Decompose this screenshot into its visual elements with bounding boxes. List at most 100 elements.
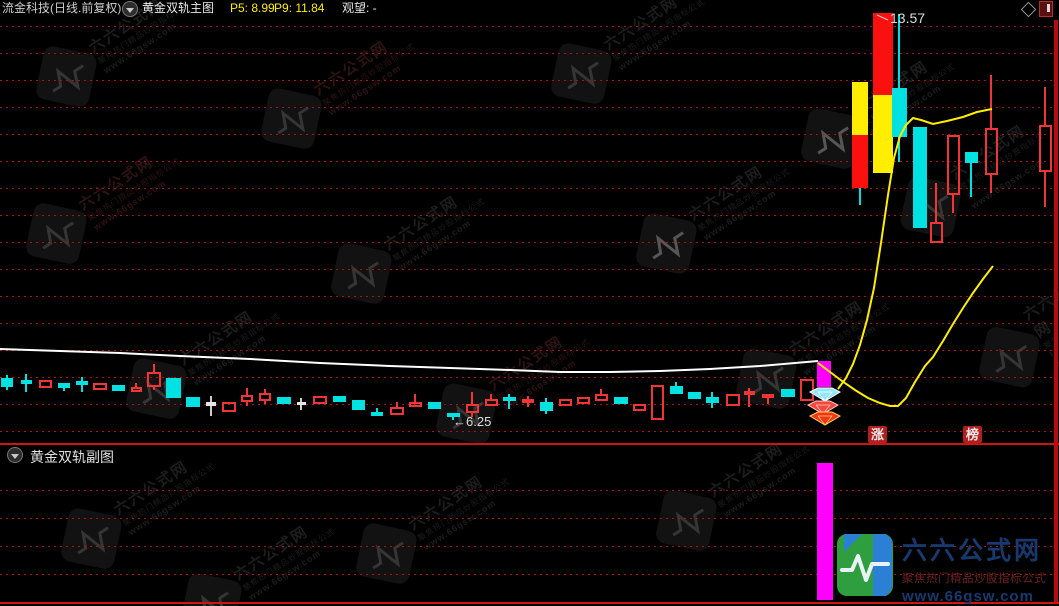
panel-icon-slot bbox=[1047, 4, 1050, 12]
candle bbox=[131, 387, 142, 392]
candle bbox=[371, 412, 383, 416]
candle bbox=[873, 95, 893, 173]
candle-wick bbox=[490, 394, 492, 399]
candle bbox=[222, 402, 236, 412]
gem-facet bbox=[817, 391, 833, 402]
gridline bbox=[0, 215, 1054, 216]
candle-wick bbox=[264, 389, 266, 393]
candle bbox=[873, 13, 893, 95]
candle bbox=[503, 397, 516, 401]
high-price-label: 13.57 bbox=[890, 10, 926, 26]
right-border-line bbox=[1054, 20, 1058, 602]
candle-wick bbox=[396, 402, 398, 407]
candle-wick bbox=[952, 195, 954, 213]
watermark-logo-icon bbox=[977, 325, 1042, 390]
candle bbox=[313, 396, 327, 404]
candle-wick bbox=[264, 401, 266, 404]
seal-stamp: 榜 bbox=[963, 426, 982, 443]
gridline bbox=[0, 53, 1054, 54]
watermark-logo-icon bbox=[549, 41, 614, 106]
candle-wick bbox=[6, 375, 8, 378]
candle bbox=[762, 394, 774, 398]
diamond-tool-icon[interactable] bbox=[1020, 1, 1037, 18]
chevron-down-icon bbox=[11, 453, 19, 459]
candle bbox=[186, 397, 200, 407]
candle-wick bbox=[210, 406, 212, 416]
seal-stamp: 涨 bbox=[868, 426, 887, 443]
candle-wick bbox=[6, 387, 8, 390]
gridline bbox=[0, 518, 1054, 519]
candle bbox=[651, 385, 664, 420]
candle bbox=[947, 135, 960, 195]
candle-wick bbox=[675, 382, 677, 386]
candle-wick bbox=[63, 388, 65, 391]
candle-wick bbox=[935, 183, 937, 222]
main-indicator-label: 黄金双轨主图 bbox=[142, 1, 215, 15]
stock-title: 流金科技(日线.前复权) bbox=[2, 1, 122, 15]
candle-wick bbox=[414, 394, 416, 402]
candle bbox=[540, 402, 553, 411]
candle bbox=[466, 404, 479, 413]
candle-wick bbox=[1044, 172, 1046, 207]
candle-wick bbox=[25, 374, 27, 380]
candle bbox=[206, 402, 216, 406]
candle bbox=[485, 399, 498, 406]
candle bbox=[277, 397, 291, 404]
candle bbox=[852, 82, 868, 135]
gem-signal-icon bbox=[808, 387, 842, 402]
candle-wick bbox=[508, 394, 510, 397]
candle-wick bbox=[153, 364, 155, 372]
candle-wick bbox=[970, 163, 972, 197]
candle-wick bbox=[471, 413, 473, 417]
candle bbox=[726, 394, 740, 406]
sub-indicator-dropdown-icon[interactable] bbox=[7, 447, 23, 463]
candle bbox=[892, 88, 907, 137]
site-logo-block: 六六公式网 聚焦热门精品炒股指标公式 www.66gsw.com bbox=[836, 532, 1059, 605]
gridline bbox=[0, 323, 1054, 324]
candle bbox=[76, 381, 88, 385]
gridline bbox=[0, 350, 1054, 351]
gridline bbox=[0, 574, 1054, 575]
candle bbox=[688, 392, 701, 399]
candle-wick bbox=[246, 388, 248, 395]
candle bbox=[352, 400, 365, 410]
candle bbox=[390, 407, 404, 415]
candle-wick bbox=[508, 401, 510, 409]
candle bbox=[409, 402, 422, 407]
candle-wick bbox=[859, 188, 861, 205]
gem-facet bbox=[817, 415, 833, 426]
gridline bbox=[0, 269, 1054, 270]
main-indicator-dropdown-icon[interactable] bbox=[122, 1, 138, 17]
candle bbox=[800, 379, 814, 401]
candle bbox=[428, 402, 441, 409]
candle-wick bbox=[81, 385, 83, 392]
candle-wick bbox=[990, 75, 992, 128]
candle-wick bbox=[545, 411, 547, 414]
candle bbox=[577, 397, 590, 404]
candle bbox=[913, 127, 927, 228]
low-price-label: ←6.25 bbox=[453, 414, 492, 429]
candle bbox=[852, 135, 868, 188]
candle bbox=[112, 385, 125, 391]
candle bbox=[147, 372, 161, 387]
candle-wick bbox=[135, 383, 137, 387]
pane-separator-line bbox=[0, 443, 1059, 445]
site-logo-tagline: 聚焦热门精品炒股指标公式 bbox=[902, 573, 1046, 585]
chevron-down-icon bbox=[126, 7, 134, 13]
gridline bbox=[0, 80, 1054, 81]
gridline bbox=[0, 134, 1054, 135]
candle-wick bbox=[527, 396, 529, 399]
gridline bbox=[0, 242, 1054, 243]
candle-wick bbox=[153, 387, 155, 390]
p9-value-label: P9: 11.84 bbox=[274, 1, 325, 15]
candle bbox=[1, 378, 13, 387]
panel-toggle-icon[interactable] bbox=[1039, 1, 1053, 17]
candle-wick bbox=[81, 377, 83, 381]
candle bbox=[447, 413, 460, 417]
